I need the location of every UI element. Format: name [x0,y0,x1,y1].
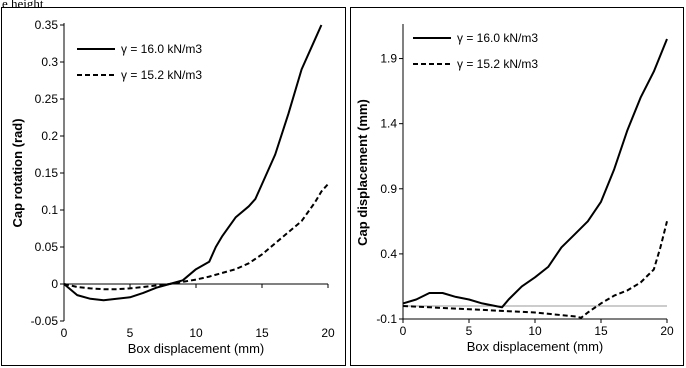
legend-label-2: γ = 15.2 kN/m3 [457,57,538,71]
x-tick-label: 20 [321,326,335,340]
y-tick-label: 0.9 [380,182,397,196]
x-tick-label: 15 [255,326,269,340]
y-tick-label: 0 [51,277,58,291]
legend-label-1: γ = 16.0 kN/m3 [457,31,538,45]
y-tick-label: 1.9 [380,52,397,66]
y-tick-label: 0.3 [41,55,58,69]
y-tick-label: 1.4 [380,117,397,131]
series-line-1 [402,38,668,309]
y-tick-label: -0.05 [31,314,59,328]
x-tick-label: 0 [61,326,68,340]
x-axis-label: Box displacement (mm) [467,339,604,354]
chart-panel-left: -0.05 0 0.05 0.1 0.15 0.2 0.25 0.3 0.35 0 5 10 15 20 B… [1,7,346,366]
chart-panel-right: -0.1 0.4 0.9 1.4 1.9 0 5 10 15 20 Box displacement… [350,7,684,366]
x-tick-label: 5 [127,326,134,340]
x-tick-label: 5 [466,324,473,338]
legend-label-1: γ = 16.0 kN/m3 [121,42,202,56]
x-tick-label: 15 [594,324,608,338]
series-line-2 [63,183,329,291]
y-tick-label: 0.1 [41,203,58,217]
x-tick-label: 0 [400,324,407,338]
y-tick-label: 0.2 [41,129,58,143]
y-tick-label: 0.25 [35,92,59,106]
x-axis-label: Box displacement (mm) [128,341,265,356]
y-tick-label: 0.35 [35,18,59,32]
cap-displacement-chart: -0.1 0.4 0.9 1.4 1.9 0 5 10 15 20 Box displacement… [355,24,674,354]
y-tick-label: 0.05 [35,240,59,254]
series-line-2 [402,221,668,319]
x-tick-label: 20 [660,324,674,338]
x-tick-label: 10 [189,326,203,340]
y-tick-label: -0.1 [376,312,397,326]
legend-label-2: γ = 15.2 kN/m3 [121,68,202,82]
y-axis-label: Cap displacement (mm) [355,99,370,246]
y-tick-label: 0.15 [35,166,59,180]
caption-fragment: e height [2,0,44,11]
y-tick-label: 0.4 [380,247,397,261]
x-tick-label: 10 [528,324,542,338]
series-line-1 [63,24,323,302]
y-axis-label: Cap rotation (rad) [10,118,25,227]
